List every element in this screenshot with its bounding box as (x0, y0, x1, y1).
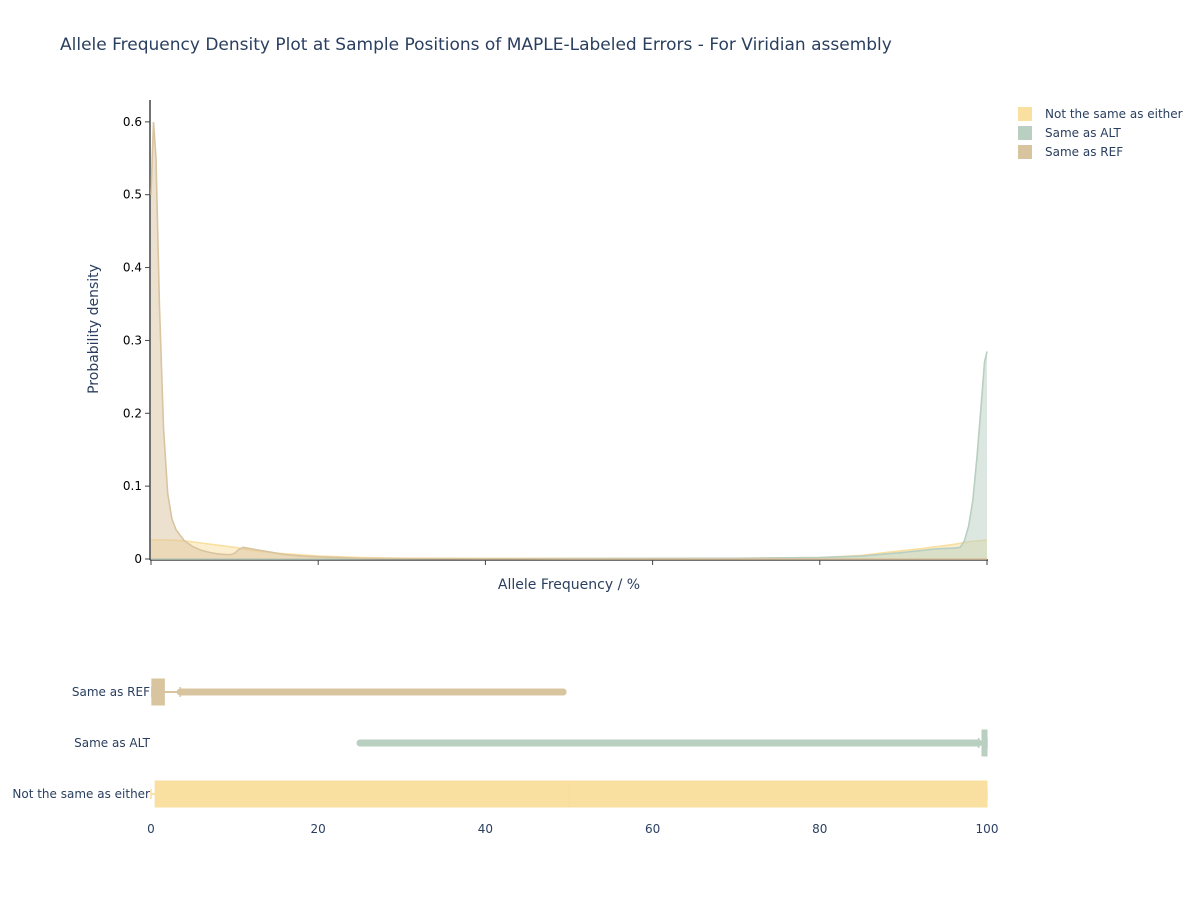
y-tick-label: 0.4 (123, 261, 142, 275)
y-tick-label: 0.3 (123, 333, 142, 347)
box-x-tick-label: 0 (147, 822, 155, 836)
chart-title: Allele Frequency Density Plot at Sample … (60, 35, 892, 55)
legend-swatch (1018, 107, 1032, 121)
box-x-tick-label: 100 (976, 822, 999, 836)
y-tick-label: 0.6 (123, 115, 142, 129)
legend-item[interactable]: Same as ALT (1018, 126, 1122, 140)
box-category-label: Same as ALT (74, 736, 151, 750)
density-line-same-as-alt (151, 351, 988, 560)
box-not-the-same-as-either (150, 780, 988, 808)
box-body (981, 729, 988, 757)
legend-label: Same as ALT (1045, 126, 1122, 140)
box-same-as-ref (151, 678, 567, 706)
box-body (151, 678, 165, 706)
legend[interactable]: Not the same as either Same as ALT Same as… (1018, 107, 1183, 159)
box-x-tick-label: 20 (311, 822, 326, 836)
box-plot: Same as REF Same as ALT Not the same as ei… (12, 678, 999, 836)
legend-swatch (1018, 145, 1032, 159)
legend-item[interactable]: Not the same as either (1018, 107, 1183, 121)
x-axis-title: Allele Frequency / % (498, 577, 640, 593)
density-area-same-as-alt (151, 351, 987, 559)
legend-swatch (1018, 126, 1032, 140)
box-x-tick-label: 40 (478, 822, 493, 836)
y-axis-title: Probability density (86, 264, 102, 394)
box-category-label: Same as REF (72, 685, 150, 699)
density-area-same-as-ref (151, 121, 987, 560)
legend-item[interactable]: Same as REF (1018, 145, 1123, 159)
box-same-as-alt (356, 729, 988, 757)
legend-label: Not the same as either (1045, 107, 1183, 121)
y-tick-label: 0.2 (123, 406, 142, 420)
y-tick-label: 0.5 (123, 188, 142, 202)
legend-label: Same as REF (1045, 145, 1123, 159)
y-tick-label: 0 (134, 552, 142, 566)
box-body (154, 780, 988, 808)
box-x-tick-label: 80 (812, 822, 827, 836)
y-tick-label: 0.1 (123, 479, 142, 493)
density-line-same-as-ref (150, 121, 987, 560)
density-plot: 0 0.1 0.2 0.3 0.4 0.5 0.6 (123, 100, 988, 566)
box-category-label: Not the same as either (12, 787, 150, 801)
box-x-tick-label: 60 (645, 822, 660, 836)
